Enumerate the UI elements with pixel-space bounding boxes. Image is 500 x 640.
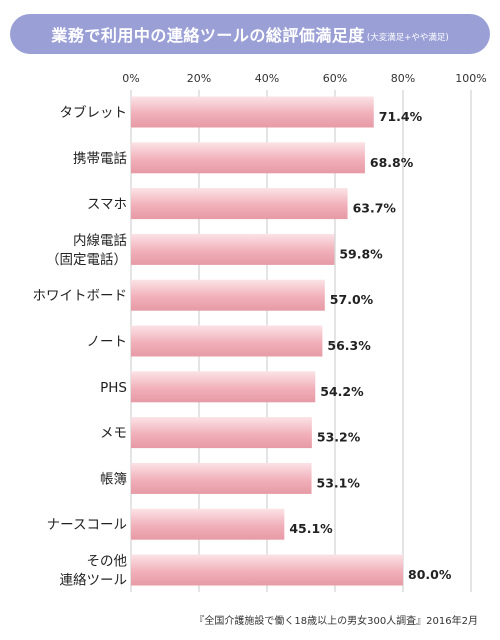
chart-subtitle: (大変満足+やや満足) bbox=[366, 33, 449, 43]
category-label: 連絡ツール bbox=[60, 573, 128, 589]
category-label: ホワイトボード bbox=[33, 288, 128, 304]
x-tick-label: 40% bbox=[255, 72, 279, 85]
chart-title-banner: 業務で利用中の連絡ツールの総評価満足度 (大変満足+やや満足) bbox=[10, 14, 490, 54]
value-label: 57.0% bbox=[330, 292, 374, 307]
value-label: 53.1% bbox=[317, 475, 361, 490]
bar bbox=[131, 96, 374, 128]
category-label: 帳簿 bbox=[100, 471, 127, 487]
value-label: 80.0% bbox=[408, 567, 452, 582]
category-label: 内線電話 bbox=[73, 232, 127, 249]
x-tick-label: 100% bbox=[455, 72, 486, 85]
x-tick-label: 60% bbox=[323, 72, 347, 85]
bar bbox=[131, 417, 312, 449]
value-label: 71.4% bbox=[379, 109, 423, 124]
bar bbox=[131, 188, 348, 220]
value-label: 45.1% bbox=[289, 521, 333, 536]
chart-title: 業務で利用中の連絡ツールの総評価満足度 bbox=[51, 26, 365, 45]
x-tick-label: 0% bbox=[122, 72, 139, 85]
value-label: 63.7% bbox=[353, 201, 397, 216]
bar bbox=[131, 554, 403, 586]
value-label: 54.2% bbox=[320, 384, 364, 399]
category-label: メモ bbox=[100, 426, 127, 442]
category-label: （固定電話） bbox=[46, 251, 127, 268]
bar bbox=[131, 462, 312, 494]
category-label: スマホ bbox=[87, 197, 127, 213]
category-label: 携帯電話 bbox=[73, 150, 127, 167]
value-labels: 71.4% 68.8% 63.7% 59.8% 57.0% 56.3% 54.2% 53.2%… bbox=[289, 109, 452, 582]
category-label: ナースコール bbox=[47, 517, 127, 533]
value-label: 59.8% bbox=[339, 246, 383, 261]
bars bbox=[131, 96, 403, 586]
bar bbox=[131, 279, 325, 311]
x-tick-label: 20% bbox=[187, 72, 211, 85]
bar bbox=[131, 371, 316, 403]
bar bbox=[131, 233, 335, 265]
value-label: 53.2% bbox=[317, 430, 361, 445]
bar bbox=[131, 508, 285, 540]
category-label: タブレット bbox=[60, 104, 128, 121]
value-label: 68.8% bbox=[370, 155, 414, 170]
category-label: PHS bbox=[100, 380, 127, 396]
bar bbox=[131, 325, 323, 357]
bar bbox=[131, 142, 365, 174]
x-tick-label: 80% bbox=[391, 72, 415, 85]
category-label: ノート bbox=[87, 334, 128, 350]
source-note: 『全国介護施設で働く18歳以上の男女300人調査』2016年2月 bbox=[194, 616, 478, 627]
category-label: その他 bbox=[87, 554, 128, 570]
x-axis-tick-labels: 0% 20% 40% 60% 80% 100% bbox=[122, 72, 486, 85]
value-label: 56.3% bbox=[327, 338, 371, 353]
